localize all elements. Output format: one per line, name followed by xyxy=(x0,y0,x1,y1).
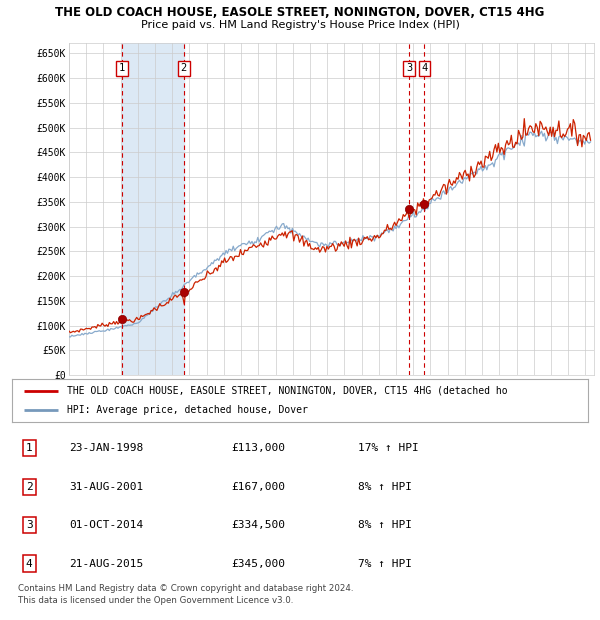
Text: THE OLD COACH HOUSE, EASOLE STREET, NONINGTON, DOVER, CT15 4HG: THE OLD COACH HOUSE, EASOLE STREET, NONI… xyxy=(55,6,545,19)
Text: This data is licensed under the Open Government Licence v3.0.: This data is licensed under the Open Gov… xyxy=(18,596,293,606)
Text: £345,000: £345,000 xyxy=(231,559,285,569)
Text: 1: 1 xyxy=(119,63,125,73)
Text: 2: 2 xyxy=(181,63,187,73)
Text: £113,000: £113,000 xyxy=(231,443,285,453)
Text: 17% ↑ HPI: 17% ↑ HPI xyxy=(358,443,418,453)
Text: 2: 2 xyxy=(26,482,32,492)
Text: 23-JAN-1998: 23-JAN-1998 xyxy=(70,443,144,453)
Text: 01-OCT-2014: 01-OCT-2014 xyxy=(70,520,144,530)
Text: £334,500: £334,500 xyxy=(231,520,285,530)
Bar xyxy=(122,43,184,375)
Text: 4: 4 xyxy=(26,559,32,569)
Text: 3: 3 xyxy=(406,63,412,73)
Text: THE OLD COACH HOUSE, EASOLE STREET, NONINGTON, DOVER, CT15 4HG (detached ho: THE OLD COACH HOUSE, EASOLE STREET, NONI… xyxy=(67,386,508,396)
Text: 8% ↑ HPI: 8% ↑ HPI xyxy=(358,482,412,492)
Text: 31-AUG-2001: 31-AUG-2001 xyxy=(70,482,144,492)
Text: 21-AUG-2015: 21-AUG-2015 xyxy=(70,559,144,569)
Text: 3: 3 xyxy=(26,520,32,530)
Text: 1: 1 xyxy=(26,443,32,453)
Text: 4: 4 xyxy=(421,63,428,73)
Text: 8% ↑ HPI: 8% ↑ HPI xyxy=(358,520,412,530)
Text: 7% ↑ HPI: 7% ↑ HPI xyxy=(358,559,412,569)
Text: HPI: Average price, detached house, Dover: HPI: Average price, detached house, Dove… xyxy=(67,405,308,415)
Text: Contains HM Land Registry data © Crown copyright and database right 2024.: Contains HM Land Registry data © Crown c… xyxy=(18,584,353,593)
Text: £167,000: £167,000 xyxy=(231,482,285,492)
Text: Price paid vs. HM Land Registry's House Price Index (HPI): Price paid vs. HM Land Registry's House … xyxy=(140,20,460,30)
